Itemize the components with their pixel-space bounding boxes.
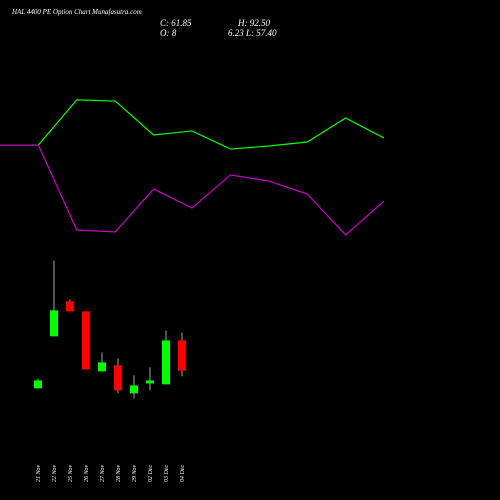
close-label: C: 61.85 (160, 18, 192, 28)
x-tick-label: 03 Dec (164, 465, 170, 482)
x-tick-label: 25 Nov (68, 464, 74, 482)
candle-body (98, 362, 106, 372)
candle-body (66, 301, 74, 312)
candle-body (146, 380, 154, 384)
open-label: O: 8 (160, 28, 177, 38)
x-tick-label: 04 Dec (179, 465, 186, 482)
candle-body (50, 310, 58, 337)
line-series (0, 99, 385, 150)
x-tick-label: 27 Nov (100, 464, 106, 482)
x-tick-label: 21 Nov (36, 464, 42, 482)
x-tick-label: 02 Dec (148, 465, 154, 482)
x-tick-label: 28 Nov (116, 464, 122, 482)
x-tick-label: 22 Nov (52, 464, 58, 482)
candle-body (82, 311, 90, 370)
x-tick-label: 29 Nov (132, 464, 138, 482)
candle-body (34, 380, 42, 389)
line-series (0, 144, 385, 236)
candle-body (114, 365, 122, 391)
candle-body (162, 340, 170, 385)
volume-label: 6.23 (228, 28, 244, 38)
chart-title: HAL 4400 PE Option Chart Munafasutra.com (11, 8, 142, 16)
candle-body (130, 385, 138, 394)
high-label: H: 92.50 (237, 18, 270, 28)
candle-body (178, 340, 186, 371)
low-label: L: 57.40 (245, 28, 277, 38)
x-tick-label: 26 Nov (84, 464, 90, 482)
